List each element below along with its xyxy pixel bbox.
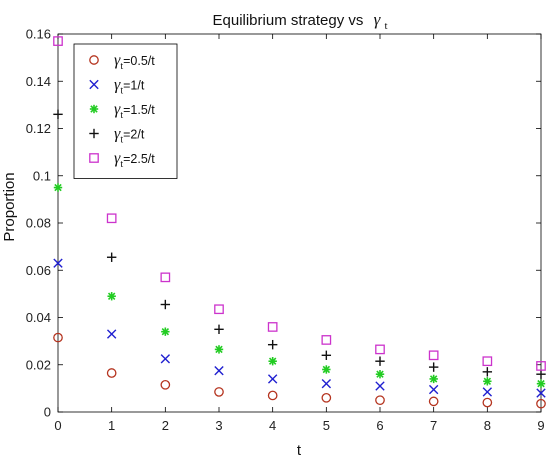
y-tick-label: 0.1 — [33, 168, 51, 183]
data-point — [107, 292, 116, 301]
legend-label: γt=1/t — [114, 77, 145, 97]
x-tick-label: 9 — [537, 418, 544, 433]
data-point — [375, 395, 385, 406]
data-point — [482, 397, 493, 408]
y-axis-title: Proportion — [1, 172, 18, 241]
data-point — [214, 345, 224, 354]
y-tick-label: 0.12 — [26, 121, 51, 136]
y-tick-label: 0.02 — [26, 357, 51, 372]
data-point — [482, 367, 493, 377]
series-5 — [53, 36, 546, 371]
data-point — [214, 387, 224, 397]
data-point — [214, 304, 224, 315]
legend-marker — [89, 153, 99, 163]
data-point — [321, 350, 332, 360]
series-3 — [53, 183, 546, 388]
data-point — [536, 361, 546, 371]
x-tick-label: 0 — [54, 418, 61, 433]
legend-marker — [89, 79, 99, 90]
data-point — [53, 258, 63, 268]
data-marks — [53, 36, 546, 409]
legend-marker — [89, 128, 99, 139]
data-point — [482, 387, 493, 397]
data-point — [106, 329, 117, 339]
x-tick-label: 2 — [162, 418, 169, 433]
legend-marker — [89, 104, 99, 114]
data-point — [428, 384, 439, 395]
series-4 — [53, 109, 546, 379]
chart-title-symbol-sub: t — [384, 20, 387, 32]
x-tick-label: 3 — [215, 418, 222, 433]
chart-title: Equilibrium strategy vs γ t — [213, 10, 388, 32]
data-point — [161, 327, 170, 336]
data-point — [53, 332, 63, 343]
data-point — [375, 356, 385, 366]
legend-marker — [89, 55, 99, 65]
x-tick-label: 8 — [484, 418, 491, 433]
y-tick-label: 0.04 — [26, 310, 51, 325]
data-point — [536, 398, 546, 409]
data-point — [106, 252, 117, 262]
data-point — [428, 396, 439, 407]
legend-label: γt=0.5/t — [114, 52, 155, 72]
series-2 — [53, 258, 546, 398]
data-point — [106, 213, 117, 224]
data-point — [429, 374, 438, 384]
data-point — [267, 339, 278, 350]
data-point — [483, 377, 492, 386]
y-tick-label: 0.14 — [26, 74, 51, 89]
chart-title-text: Equilibrium strategy vs — [213, 12, 364, 29]
y-tick-label: 0.16 — [26, 27, 51, 42]
data-point — [267, 374, 278, 384]
legend: γt=0.5/t γt=1/t γt=1.5/t γt=2/t γt=2.5/t — [73, 43, 178, 179]
data-point — [53, 36, 63, 46]
data-point — [428, 362, 439, 372]
data-point — [536, 379, 546, 388]
axes: 0 1 2 3 4 5 6 7 8 9 0 0.02 0.04 0.06 0.08 0.1 0.12 0.14 0.… — [26, 27, 545, 434]
data-point — [160, 272, 171, 283]
x-tick-label: 4 — [269, 418, 276, 433]
data-point — [214, 324, 224, 335]
data-point — [160, 354, 171, 364]
y-tick-label: 0 — [44, 405, 51, 420]
data-point — [428, 350, 439, 361]
legend-label: γt=1.5/t — [114, 101, 155, 121]
data-point — [375, 381, 385, 391]
data-point — [321, 335, 332, 345]
data-point — [268, 357, 277, 366]
data-point — [160, 299, 171, 310]
data-point — [214, 365, 224, 376]
data-point — [321, 378, 332, 389]
x-tick-label: 7 — [430, 418, 437, 433]
data-point — [322, 365, 331, 374]
x-tick-label: 5 — [323, 418, 330, 433]
data-point — [321, 392, 332, 403]
y-tick-label: 0.08 — [26, 216, 51, 231]
x-tick-label: 1 — [108, 418, 115, 433]
data-point — [482, 356, 493, 367]
data-point — [375, 370, 385, 379]
data-point — [53, 183, 63, 192]
x-axis-title: t — [297, 442, 302, 459]
chart-title-symbol: γ — [374, 10, 382, 29]
data-point — [536, 388, 546, 398]
y-tick-label: 0.06 — [26, 263, 51, 278]
data-point — [267, 322, 278, 332]
data-point — [536, 369, 546, 379]
data-point — [106, 368, 117, 378]
series-1 — [53, 332, 546, 409]
data-point — [160, 379, 171, 390]
x-tick-label: 6 — [376, 418, 383, 433]
data-point — [267, 390, 278, 401]
legend-label: γt=2/t — [114, 126, 145, 146]
data-point — [375, 344, 385, 355]
legend-label: γt=2.5/t — [114, 150, 155, 170]
data-point — [53, 109, 63, 120]
